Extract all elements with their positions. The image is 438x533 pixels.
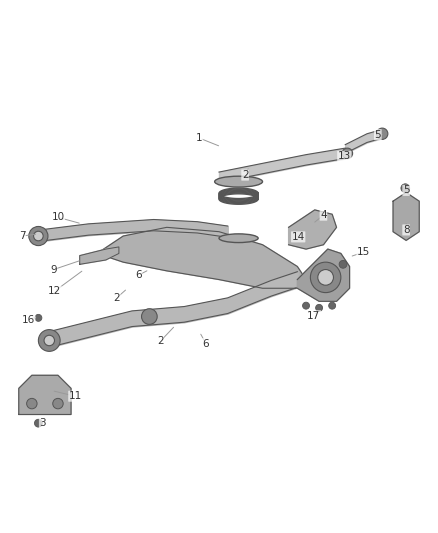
Ellipse shape: [215, 176, 262, 187]
Text: 2: 2: [113, 293, 120, 303]
Circle shape: [29, 227, 48, 246]
Text: 4: 4: [320, 210, 327, 220]
Circle shape: [34, 231, 43, 241]
Text: 17: 17: [307, 311, 321, 321]
Circle shape: [39, 329, 60, 351]
Text: 16: 16: [22, 314, 35, 325]
Polygon shape: [393, 192, 419, 240]
Circle shape: [35, 314, 42, 321]
Text: 7: 7: [19, 231, 25, 241]
Circle shape: [328, 302, 336, 309]
Text: 9: 9: [50, 264, 57, 274]
Text: 11: 11: [69, 391, 82, 401]
Circle shape: [303, 302, 310, 309]
Circle shape: [316, 304, 322, 311]
Text: 6: 6: [135, 270, 142, 280]
Text: 5: 5: [403, 185, 410, 195]
Text: 14: 14: [292, 232, 305, 242]
Circle shape: [401, 184, 410, 192]
Text: 3: 3: [39, 418, 46, 428]
Ellipse shape: [219, 234, 258, 243]
Circle shape: [44, 335, 54, 346]
Circle shape: [53, 398, 63, 409]
Circle shape: [377, 128, 388, 140]
Circle shape: [311, 262, 341, 293]
Text: 15: 15: [357, 247, 370, 257]
Text: 2: 2: [242, 170, 248, 180]
Text: 13: 13: [338, 151, 351, 161]
Text: 1: 1: [196, 133, 203, 143]
Polygon shape: [297, 249, 350, 301]
Text: 12: 12: [48, 286, 61, 296]
Text: 8: 8: [403, 225, 410, 235]
Text: 10: 10: [51, 212, 64, 222]
Circle shape: [35, 419, 42, 427]
Text: 2: 2: [157, 336, 163, 346]
Text: 5: 5: [374, 130, 381, 140]
Polygon shape: [97, 228, 306, 288]
Circle shape: [141, 309, 157, 325]
Text: 6: 6: [203, 338, 209, 349]
Circle shape: [27, 398, 37, 409]
Circle shape: [342, 148, 353, 158]
Polygon shape: [80, 247, 119, 264]
Polygon shape: [19, 375, 71, 415]
Circle shape: [318, 270, 333, 285]
Circle shape: [339, 261, 347, 268]
Polygon shape: [289, 210, 336, 249]
